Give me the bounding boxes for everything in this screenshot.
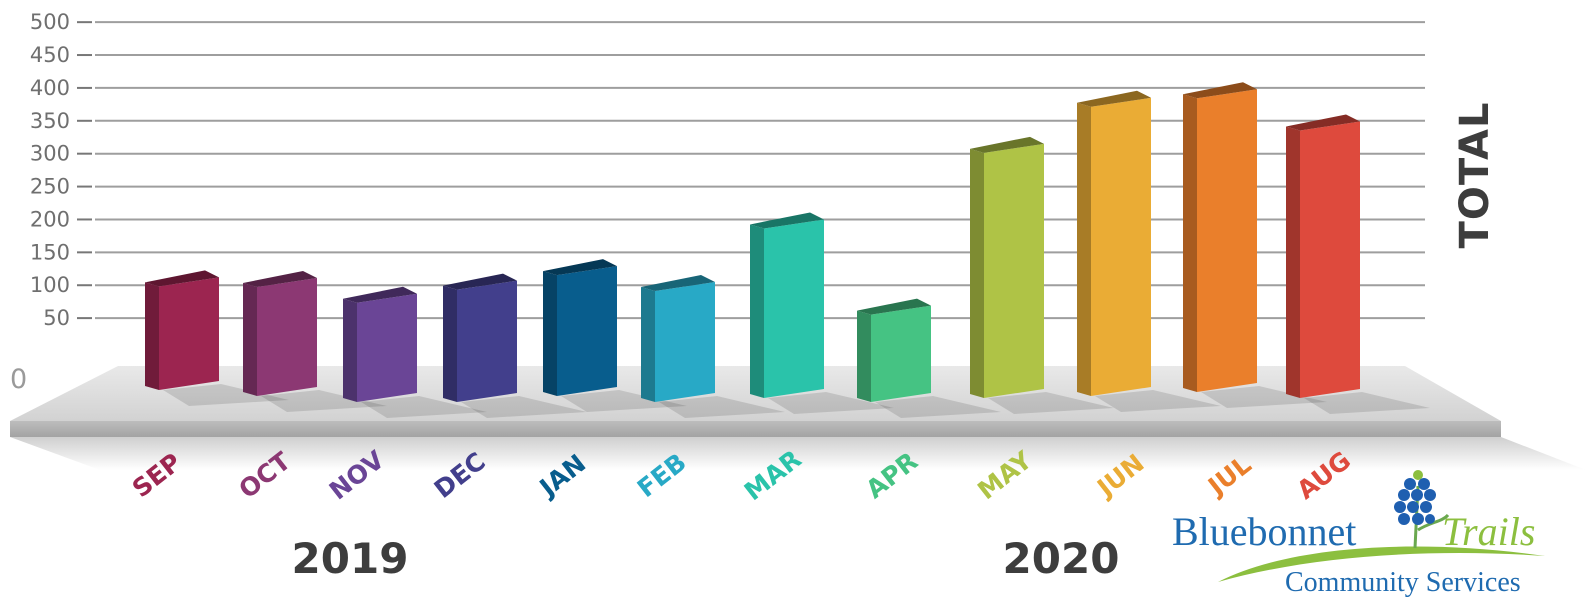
y-tick-label: 250 bbox=[30, 175, 70, 199]
year-label-2020: 2020 bbox=[1003, 534, 1120, 583]
bar-jun bbox=[1077, 90, 1221, 412]
zero-label: 0 bbox=[10, 364, 27, 395]
bar-side bbox=[857, 310, 871, 402]
bar-top bbox=[750, 212, 824, 229]
bar-front bbox=[1197, 89, 1257, 392]
bar-front bbox=[257, 277, 317, 396]
bar-top bbox=[243, 270, 317, 287]
bar-front bbox=[655, 281, 715, 402]
platform-front bbox=[10, 421, 1501, 437]
bar-may bbox=[970, 136, 1114, 414]
y-tick-label: 200 bbox=[30, 207, 70, 231]
bar-shadow bbox=[659, 396, 785, 418]
bar-shadow bbox=[1304, 392, 1430, 414]
bar-mar bbox=[750, 212, 894, 414]
bar-shadow bbox=[768, 392, 894, 414]
bar-top bbox=[543, 259, 617, 276]
bar-jan bbox=[543, 259, 687, 412]
y-tick-label: 300 bbox=[30, 142, 70, 166]
logo-name-trails: Trails bbox=[1442, 509, 1535, 554]
bar-front bbox=[1300, 121, 1360, 398]
bar-apr bbox=[857, 298, 1001, 418]
y-tick-label: 450 bbox=[30, 43, 70, 67]
y-tick-label: 50 bbox=[43, 306, 70, 330]
bar-top bbox=[641, 274, 715, 291]
logo-swoosh bbox=[1218, 546, 1545, 582]
bar-top bbox=[970, 136, 1044, 153]
bars bbox=[145, 82, 1430, 418]
y-tick-label: 400 bbox=[30, 76, 70, 100]
bar-shadow bbox=[875, 396, 1001, 418]
bar-front bbox=[764, 219, 824, 398]
bar-aug bbox=[1286, 114, 1430, 414]
bar-dec bbox=[443, 273, 587, 418]
bar-side bbox=[970, 148, 984, 398]
bar-top bbox=[1183, 82, 1257, 99]
y-tick-label: 350 bbox=[30, 109, 70, 133]
bar-feb bbox=[641, 274, 785, 418]
bar-top bbox=[443, 273, 517, 290]
bar-front bbox=[984, 143, 1044, 398]
bar-shadow bbox=[561, 390, 687, 412]
bar-top bbox=[1286, 114, 1360, 131]
y-tick-label: 500 bbox=[30, 10, 70, 34]
bar-top bbox=[1077, 90, 1151, 107]
logo-name-bluebonnet: Bluebonnet bbox=[1172, 509, 1356, 554]
bar-front bbox=[159, 277, 219, 390]
bar-front bbox=[871, 305, 931, 402]
bar-side bbox=[343, 298, 357, 402]
year-label-2019: 2019 bbox=[292, 534, 409, 583]
bar-side bbox=[1286, 126, 1300, 398]
bar-top bbox=[343, 286, 417, 303]
y-tick-label: 100 bbox=[30, 273, 70, 297]
platform-shadow bbox=[10, 437, 1586, 470]
y-axis-title: TOTAL bbox=[1452, 102, 1498, 249]
bar-front bbox=[557, 266, 617, 396]
bar-front bbox=[457, 280, 517, 402]
bar-shadow bbox=[163, 384, 289, 406]
bar-shadow bbox=[1095, 390, 1221, 412]
bar-side bbox=[1183, 94, 1197, 392]
bar-side bbox=[145, 282, 159, 390]
bar-side bbox=[543, 271, 557, 396]
bar-side bbox=[443, 285, 457, 402]
bluebonnet-trails-logo: Bluebonnet Trails Community Services bbox=[1172, 470, 1545, 598]
bar-side bbox=[243, 282, 257, 396]
bar-nov bbox=[343, 286, 487, 418]
bar-oct bbox=[243, 270, 387, 412]
y-tick-label: 150 bbox=[30, 240, 70, 264]
bar-shadow bbox=[361, 396, 487, 418]
bar-sep bbox=[145, 270, 289, 406]
bar-top bbox=[145, 270, 219, 287]
bluebonnet-flower-icon bbox=[1394, 470, 1450, 549]
y-axis-ticks: 500 450 400 350 300 250 200 150 100 50 bbox=[30, 10, 92, 330]
bar-shadow bbox=[261, 390, 387, 412]
bar-side bbox=[1077, 102, 1091, 397]
bar-front bbox=[357, 293, 417, 402]
bar-top bbox=[857, 298, 931, 315]
bar-side bbox=[750, 224, 764, 398]
bar-jul bbox=[1183, 82, 1327, 408]
bar-side bbox=[641, 286, 655, 402]
bar-shadow bbox=[988, 392, 1114, 414]
logo-subtitle: Community Services bbox=[1285, 567, 1521, 598]
bar-front bbox=[1091, 97, 1151, 397]
bar-shadow bbox=[1201, 386, 1327, 408]
bar-shadow bbox=[461, 396, 587, 418]
